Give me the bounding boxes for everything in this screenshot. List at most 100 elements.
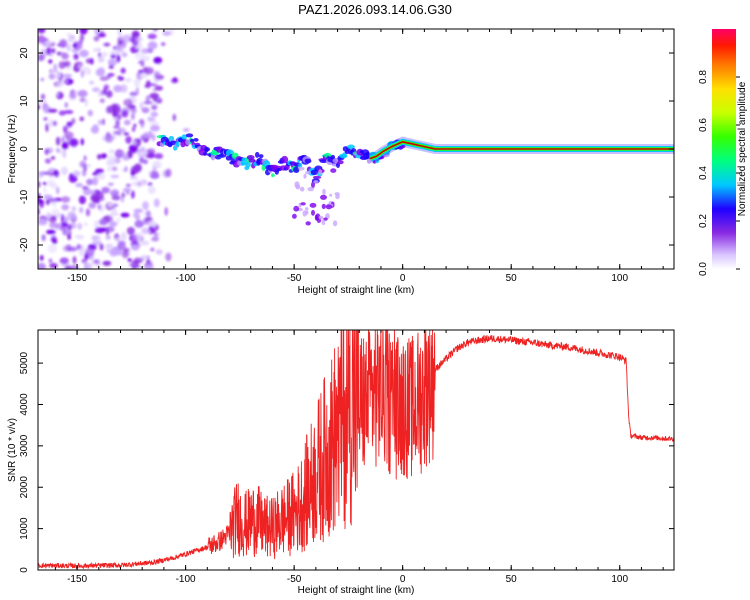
noise-blob — [150, 247, 155, 252]
spectrogram-x-tick-label: -50 — [287, 273, 302, 284]
noise-blob — [77, 64, 83, 69]
noise-blob — [61, 204, 70, 211]
snr-y-tick-label: 1000 — [19, 517, 30, 540]
noise-blob — [50, 236, 58, 242]
noise-blob — [98, 119, 102, 126]
noise-blob — [172, 113, 176, 122]
noise-blob — [129, 91, 138, 97]
noise-blob — [82, 168, 87, 177]
noise-blob — [48, 258, 53, 264]
noise-blob — [71, 206, 77, 212]
snr-y-tick-label: 3000 — [19, 434, 30, 457]
noise-blob — [107, 155, 117, 163]
noise-blob — [93, 35, 100, 42]
noise-blob — [105, 235, 111, 240]
noise-blob — [100, 153, 108, 159]
colorbar-ticks: 0.0 0.2 0.4 0.6 0.8 — [698, 70, 740, 276]
snr-x-tick-label: 100 — [611, 574, 628, 585]
noise-blob — [131, 190, 135, 199]
noise-blob — [142, 201, 149, 211]
noise-blob — [53, 169, 59, 176]
spectrogram-x-tick-label: -100 — [176, 273, 196, 284]
noise-blob — [130, 244, 140, 251]
snr-y-tick-label: 2000 — [19, 476, 30, 499]
noise-blob — [126, 191, 130, 195]
noise-blob — [49, 172, 54, 176]
noise-blob — [133, 78, 141, 87]
noise-blob — [145, 210, 151, 217]
spectrogram-x-tick-label: 100 — [611, 273, 628, 284]
signal-blob — [299, 186, 305, 192]
noise-blob — [58, 77, 63, 83]
noise-blob — [38, 29, 46, 34]
spectrogram-x-tick-label: -150 — [67, 273, 87, 284]
noise-blob — [61, 52, 69, 60]
noise-blob — [77, 89, 88, 98]
noise-blob — [182, 128, 190, 132]
noise-blob — [55, 213, 63, 218]
noise-blob — [105, 90, 113, 98]
noise-blob — [45, 123, 49, 133]
noise-blob — [151, 104, 158, 110]
noise-blob — [125, 78, 132, 83]
noise-blob — [133, 123, 137, 128]
noise-blob — [108, 64, 115, 70]
noise-blob — [130, 170, 135, 177]
noise-blob — [76, 243, 81, 251]
noise-blob — [121, 152, 130, 159]
noise-blob — [125, 136, 132, 144]
noise-blob — [80, 138, 85, 146]
snr-x-tick-label: -100 — [176, 574, 196, 585]
noise-blob — [112, 117, 117, 121]
noise-blob — [43, 194, 53, 200]
noise-blob — [115, 120, 120, 127]
noise-blob — [141, 227, 150, 235]
noise-blob — [55, 70, 61, 79]
noise-blob — [46, 47, 51, 56]
noise-blob — [133, 36, 143, 42]
noise-blob — [121, 110, 129, 118]
signal-blob — [181, 134, 188, 140]
noise-blob — [60, 196, 71, 203]
noise-blob — [153, 71, 161, 79]
spectrogram-x-tick-label: 50 — [506, 273, 518, 284]
noise-blob — [44, 158, 52, 164]
noise-blob — [113, 46, 117, 50]
noise-blob — [49, 222, 59, 229]
noise-blob — [76, 235, 85, 240]
noise-blob — [117, 75, 122, 80]
noise-blob — [153, 56, 163, 64]
noise-blob — [87, 109, 94, 117]
signal-blob — [307, 187, 315, 192]
snr-y-tick-label: 5000 — [19, 352, 30, 375]
signal-blob — [304, 158, 312, 164]
noise-blob — [101, 186, 110, 194]
noise-blob — [61, 141, 68, 150]
noise-blob — [150, 111, 159, 118]
noise-blob — [49, 69, 53, 73]
noise-blob — [127, 258, 132, 262]
noise-blob — [47, 244, 58, 253]
noise-blob — [149, 170, 159, 179]
snr-y-tick-label: 0 — [19, 567, 30, 573]
signal-blob — [318, 169, 323, 175]
noise-blob — [99, 76, 109, 81]
noise-blob — [93, 48, 98, 53]
noise-blob — [111, 166, 118, 172]
noise-blob — [63, 125, 68, 133]
noise-blob — [173, 77, 177, 82]
noise-blob — [81, 186, 89, 190]
spectrogram-y-tick-label: -10 — [19, 189, 30, 204]
noise-blob — [152, 230, 156, 234]
noise-blob — [102, 227, 107, 232]
noise-blob — [113, 84, 123, 93]
noise-blob — [111, 189, 117, 194]
noise-blob — [49, 263, 58, 269]
signal-blob — [205, 147, 210, 152]
noise-blob — [93, 259, 99, 264]
noise-blob — [110, 174, 120, 179]
noise-blob — [150, 220, 157, 227]
noise-blob — [39, 200, 45, 208]
noise-blob — [38, 220, 48, 226]
